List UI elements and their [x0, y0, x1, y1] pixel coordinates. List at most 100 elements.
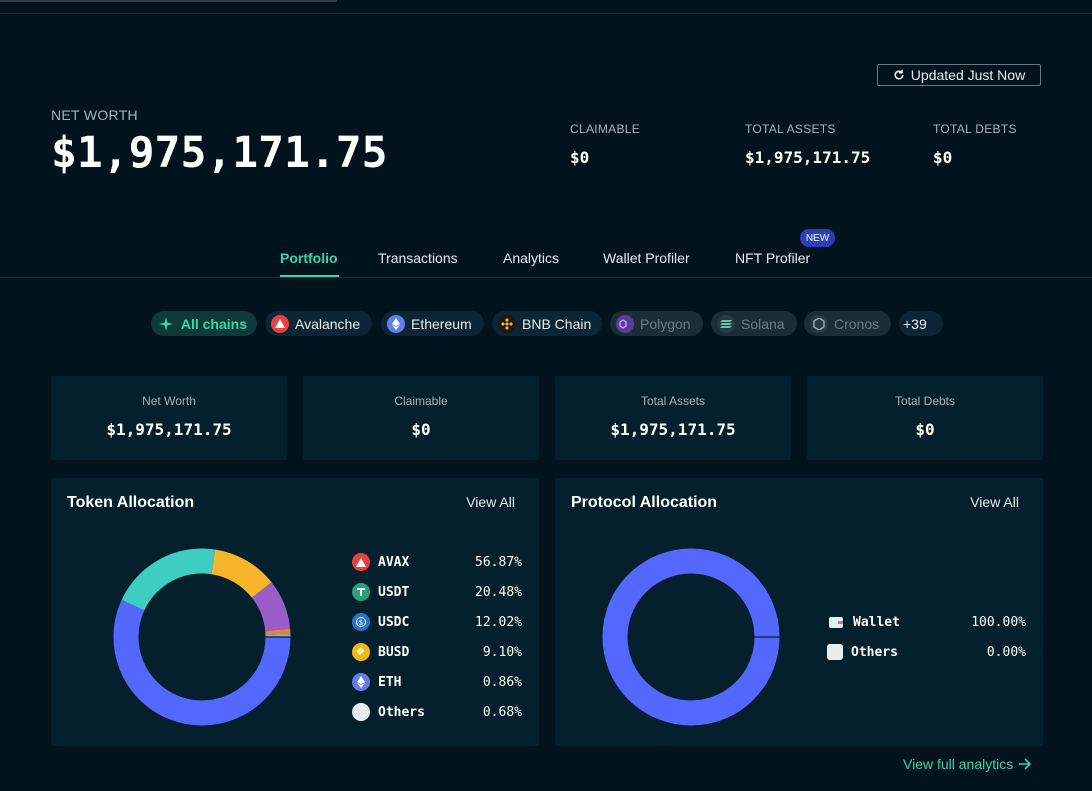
protocol-legend-name: Others	[851, 644, 898, 660]
new-badge: NEW	[800, 229, 835, 247]
chain-bnb-label: BNB Chain	[522, 315, 592, 332]
busd-icon	[352, 643, 370, 661]
ethereum-icon	[387, 314, 405, 333]
bnb-icon	[498, 314, 516, 333]
token-legend-pct: 20.48%	[475, 584, 522, 600]
token-legend-pct: 56.87%	[475, 554, 522, 570]
card-net-worth-value: $1,975,171.75	[106, 420, 232, 439]
card-claimable-label: Claimable	[394, 394, 448, 408]
card-claimable-value: $0	[411, 420, 431, 439]
solana-icon	[717, 314, 735, 333]
protocol-slice-wallet	[602, 548, 780, 726]
tab-transactions[interactable]: Transactions	[378, 250, 458, 266]
token-legend-name: ETH	[378, 674, 402, 690]
card-total-assets: Total Assets $1,975,171.75	[555, 376, 791, 460]
protocol-legend-pct: 100.00%	[971, 614, 1026, 630]
view-full-analytics-label: View full analytics	[903, 756, 1014, 772]
token-legend-row: BUSD 9.10%	[352, 642, 522, 662]
token-legend-row: $ USDC 12.02%	[352, 612, 522, 632]
net-worth-value: $1,975,171.75	[51, 128, 388, 178]
total-debts-label: TOTAL DEBTS	[933, 122, 1017, 136]
token-legend-name: USDC	[378, 614, 410, 630]
token-allocation-panel: Token Allocation View All AVAX 56.87% USDT…	[51, 478, 539, 746]
token-legend-name: USDT	[378, 584, 410, 600]
view-full-analytics-link[interactable]: View full analytics	[903, 756, 1032, 772]
token-legend-name: Others	[378, 704, 425, 720]
avax-icon	[352, 553, 370, 571]
token-legend-pct: 12.02%	[475, 614, 522, 630]
card-total-debts-label: Total Debts	[894, 394, 956, 408]
card-total-assets-label: Total Assets	[640, 394, 706, 408]
tab-portfolio[interactable]: Portfolio	[280, 250, 338, 266]
usdc-icon: $	[352, 613, 370, 631]
chain-all-label: All chains	[180, 315, 247, 332]
token-allocation-title: Token Allocation	[67, 494, 195, 511]
card-total-debts: Total Debts $0	[807, 376, 1043, 460]
token-legend-name: BUSD	[378, 644, 410, 660]
token-legend-row: ETH 0.86%	[352, 672, 522, 692]
others-icon	[352, 703, 370, 721]
protocol-allocation-title: Protocol Allocation	[571, 494, 718, 511]
protocol-donut-chart	[602, 548, 780, 726]
chain-solana[interactable]: Solana	[711, 311, 797, 336]
protocol-legend-row: Others 0.00%	[827, 642, 1026, 662]
token-legend-pct: 0.86%	[482, 674, 522, 690]
avalanche-icon	[271, 314, 289, 333]
protocol-legend-name: Wallet	[853, 614, 900, 630]
card-net-worth-label: Net Worth	[142, 394, 196, 408]
top-divider	[0, 13, 1092, 14]
card-net-worth: Net Worth $1,975,171.75	[51, 376, 287, 460]
chain-ethereum-label: Ethereum	[411, 315, 472, 332]
refresh-button[interactable]: Updated Just Now	[877, 64, 1041, 86]
chain-polygon-label: Polygon	[640, 315, 691, 332]
arrow-right-icon	[1019, 758, 1032, 770]
usdt-icon	[352, 583, 370, 601]
polygon-icon	[616, 314, 634, 333]
chain-ethereum[interactable]: Ethereum	[381, 311, 484, 336]
token-legend-row: AVAX 56.87%	[352, 552, 522, 572]
protocol-view-all-link[interactable]: View All	[970, 494, 1019, 510]
chain-polygon[interactable]: Polygon	[610, 311, 703, 336]
tab-analytics[interactable]: Analytics	[503, 250, 560, 266]
net-worth-label: NET WORTH	[51, 107, 138, 123]
card-total-assets-value: $1,975,171.75	[610, 420, 736, 439]
cronos-icon	[810, 314, 828, 333]
sparkle-icon	[157, 315, 175, 333]
total-assets-value: $1,975,171.75	[745, 148, 871, 167]
svg-text:$: $	[359, 619, 363, 627]
protocol-legend-pct: 0.00%	[986, 644, 1026, 660]
refresh-icon	[894, 69, 904, 80]
token-view-all-link[interactable]: View All	[466, 494, 515, 510]
token-donut-chart	[113, 548, 291, 726]
token-legend-pct: 9.10%	[482, 644, 522, 660]
card-claimable: Claimable $0	[303, 376, 539, 460]
top-scroll-indicator	[0, 0, 337, 2]
others-icon	[827, 644, 843, 660]
eth-icon	[352, 673, 370, 691]
chain-cronos[interactable]: Cronos	[804, 311, 891, 336]
token-slice-usdt	[113, 548, 291, 726]
active-tab-indicator	[280, 275, 339, 277]
claimable-label: CLAIMABLE	[570, 122, 641, 136]
protocol-legend-row: Wallet 100.00%	[827, 612, 1026, 632]
token-legend-row: USDT 20.48%	[352, 582, 522, 602]
tab-bar: Portfolio Transactions Analytics Wallet …	[0, 238, 1092, 278]
tab-wallet-profiler[interactable]: Wallet Profiler	[603, 250, 690, 266]
refresh-label: Updated Just Now	[910, 67, 1026, 83]
chain-solana-label: Solana	[741, 315, 785, 332]
chain-cronos-label: Cronos	[834, 315, 880, 332]
total-assets-label: TOTAL ASSETS	[745, 122, 836, 136]
chain-filter: All chains Avalanche Ethereum BNB Chain …	[0, 311, 1092, 336]
chain-bnb[interactable]: BNB Chain	[492, 311, 602, 336]
chain-all[interactable]: All chains	[151, 311, 257, 336]
chain-more[interactable]: +39	[899, 311, 943, 336]
token-legend-row: Others 0.68%	[352, 702, 522, 722]
chain-avalanche[interactable]: Avalanche	[265, 311, 372, 336]
claimable-value: $0	[570, 148, 590, 167]
token-legend-name: AVAX	[378, 554, 410, 570]
card-total-debts-value: $0	[915, 420, 935, 439]
total-debts-value: $0	[933, 148, 953, 167]
tab-nft-profiler[interactable]: NFT Profiler	[735, 250, 811, 266]
token-legend-pct: 0.68%	[482, 704, 522, 720]
chain-avalanche-label: Avalanche	[295, 315, 361, 332]
